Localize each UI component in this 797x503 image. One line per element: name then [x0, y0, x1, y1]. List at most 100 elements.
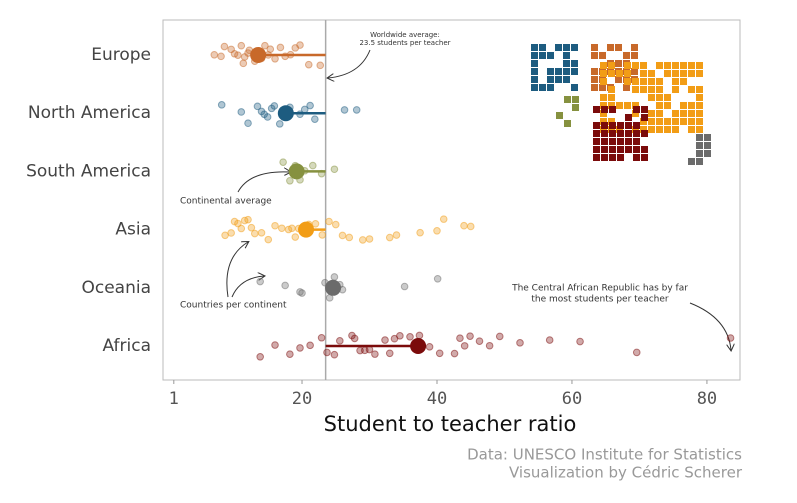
country-point [304, 60, 313, 69]
map-tile [656, 86, 663, 93]
country-point [632, 348, 641, 357]
map-tile [656, 102, 663, 109]
map-tile [696, 110, 703, 117]
map-tile [617, 138, 624, 145]
country-point [345, 233, 354, 242]
map-tile [696, 142, 703, 149]
map-tile [656, 94, 663, 101]
arrow [689, 302, 731, 350]
country-point [296, 41, 304, 49]
country-point [275, 120, 284, 128]
annotation: the most students per teacher [531, 295, 669, 305]
map-tile [672, 110, 679, 117]
country-point [385, 233, 394, 242]
map-tile [633, 138, 640, 145]
country-point [456, 334, 464, 343]
country-point [325, 217, 333, 226]
country-point [264, 235, 273, 244]
country-point [371, 350, 379, 358]
map-tile [564, 120, 571, 127]
country-point [271, 341, 279, 349]
country-point [217, 101, 226, 109]
map-tile [600, 94, 607, 101]
map-tile [609, 138, 616, 145]
map-tile [531, 44, 538, 51]
country-point [516, 339, 524, 347]
map-tile [599, 84, 606, 91]
map-tile [616, 70, 623, 77]
map-tile [641, 146, 648, 153]
map-tile [688, 110, 695, 117]
country-point [253, 102, 262, 111]
map-tile [656, 62, 663, 69]
map-tile [648, 78, 655, 85]
map-tile [572, 104, 579, 111]
annotation: The Central African Republic has by far [511, 284, 688, 294]
map-tile [704, 142, 711, 149]
y-tick-label: North America [28, 103, 151, 123]
map-tile [563, 44, 570, 51]
country-point [726, 334, 735, 342]
annotation: Countries per continent [180, 301, 287, 311]
mean-point [410, 338, 427, 354]
map-tile [680, 62, 687, 69]
map-tile [696, 126, 703, 133]
map-tile [632, 86, 639, 93]
tile-map [531, 44, 711, 165]
country-point [318, 231, 327, 239]
country-point [271, 221, 279, 230]
map-tile [696, 102, 703, 109]
country-point [256, 352, 264, 361]
map-tile [672, 86, 679, 93]
map-tile [633, 146, 640, 153]
mean-point [288, 163, 305, 180]
map-tile [563, 68, 570, 75]
map-tile [615, 44, 622, 51]
country-point [330, 273, 339, 281]
mean-point [325, 279, 342, 296]
y-tick-label: Oceania [81, 278, 151, 298]
map-tile [609, 106, 616, 113]
map-tile [563, 76, 570, 83]
map-tile [664, 118, 671, 125]
country-point [475, 337, 484, 345]
map-tile [648, 118, 655, 125]
map-tile [617, 154, 624, 161]
country-point [256, 277, 264, 286]
map-tile [531, 84, 538, 91]
map-tile [632, 78, 639, 85]
annotation: 23.5 students per teacher [359, 39, 450, 47]
country-point [466, 222, 475, 231]
country-point [298, 289, 306, 297]
country-point [244, 215, 252, 224]
country-point [277, 224, 286, 233]
map-tile [624, 102, 631, 109]
map-tile [593, 154, 600, 161]
x-axis-label: Student to teacher ratio [324, 412, 577, 436]
map-tile [704, 134, 711, 141]
x-tick-label: 80 [697, 389, 717, 409]
map-tile [688, 86, 695, 93]
map-tile [593, 130, 600, 137]
map-tile [556, 112, 563, 119]
map-tile [632, 110, 639, 117]
arrow [237, 172, 290, 193]
mean-point [298, 221, 315, 238]
map-tile [656, 126, 663, 133]
country-point [311, 220, 320, 228]
map-tile [696, 70, 703, 77]
map-tile [623, 84, 630, 91]
map-tile [664, 62, 671, 69]
country-point [323, 348, 331, 357]
map-tile [615, 60, 622, 67]
map-tile [539, 52, 546, 59]
map-tile [648, 110, 655, 117]
arrow [231, 276, 264, 298]
country-point [392, 231, 401, 239]
map-tile [640, 118, 647, 125]
country-point [263, 113, 272, 121]
map-tile [593, 146, 600, 153]
map-tile [672, 62, 679, 69]
x-tick-label: 40 [427, 389, 447, 409]
map-tile [615, 76, 622, 83]
